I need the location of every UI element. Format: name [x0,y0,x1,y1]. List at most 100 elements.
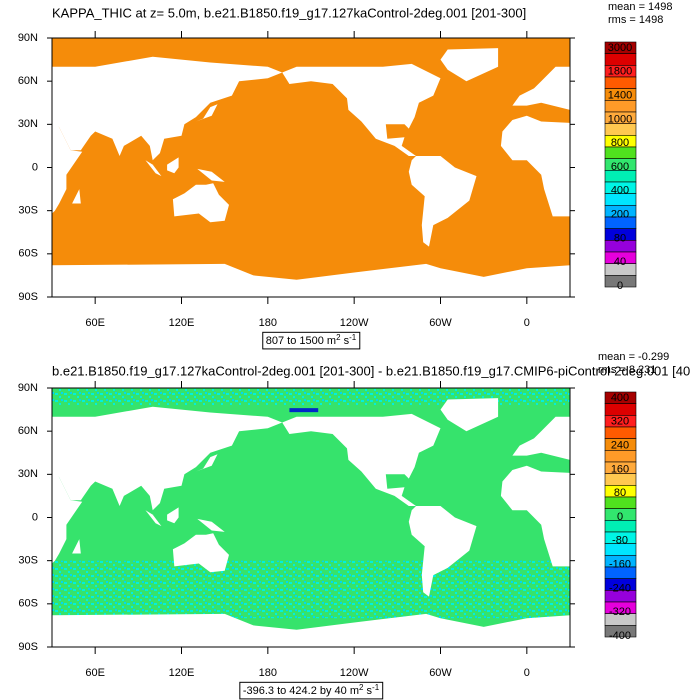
lon-label: 60E [85,317,105,329]
colorbar-box [604,450,637,463]
range-superscript: 2 [336,333,341,342]
lon-label: 120E [169,667,195,679]
colorbar-label: 160 [611,463,629,475]
colorbar-box [604,76,637,89]
lon-label: 180 [259,667,277,679]
land [440,48,499,82]
land [197,518,225,532]
mean: mean = 1498 [608,1,673,13]
colorbar-box [604,100,637,113]
colorbar-label: 0 [617,511,623,523]
range-label: -396.3 to 424.2 by 40 m2 s-1 [243,683,380,697]
colorbar-label: 600 [611,161,629,173]
colorbar-label: -240 [609,582,631,594]
panel-title: KAPPA_THIC at z= 5.0m, b.e21.B1850.f19_g… [52,5,526,20]
colorbar-label: 800 [611,137,629,149]
colorbar-label: 1000 [608,113,632,125]
land [195,104,218,122]
map [52,388,570,647]
land [72,189,81,204]
lat-label: 60N [18,75,38,87]
land [195,454,218,472]
colorbar-box [604,625,637,638]
colorbar-label: 1800 [608,66,632,78]
colorbar-box [604,403,637,416]
lat-label: 90S [18,291,38,303]
colorbar-label: -160 [609,559,631,571]
range-text: 807 to 1500 m [266,335,336,347]
land [500,115,570,217]
land [52,613,570,647]
land [52,406,283,511]
lat-label: 30S [18,555,38,567]
land [145,160,162,177]
rms: rms = 8.231 [598,364,656,376]
lon-label: 60W [429,667,452,679]
lat-label: 60S [18,248,38,260]
colorbar-label: 1400 [608,90,632,102]
land [197,168,225,182]
lat-label: 60S [18,598,38,610]
ocean-speckle [52,388,570,406]
land [52,263,570,297]
lat-label: 60N [18,425,38,437]
lat-label: 90S [18,641,38,653]
land [500,465,570,567]
lat-label: 90N [18,32,38,44]
lon-label: 120E [169,317,195,329]
colorbar-box [604,426,637,439]
lon-label: 120W [340,667,369,679]
lon-label: 0 [524,317,530,329]
colorbar-label: -80 [612,535,628,547]
land [512,416,570,460]
colorbar-label: 0 [617,280,623,292]
land [52,56,283,161]
lat-label: 0 [32,511,38,523]
colorbar-label: 240 [611,440,629,452]
land [72,539,81,554]
mean: mean = -0.299 [598,351,669,363]
colorbar-label: 80 [614,232,626,244]
lat-label: 30N [18,118,38,130]
colorbar-label: 400 [611,185,629,197]
range-text: s [341,335,350,347]
panel-title: b.e21.B1850.f19_g17.127kaControl-2deg.00… [52,363,690,378]
lon-label: 0 [524,667,530,679]
lat-label: 0 [32,161,38,173]
land [408,156,477,247]
land [52,122,83,214]
ocean-anomaly [289,408,319,413]
colorbar-label: 40 [614,256,626,268]
land [408,506,477,597]
lon-label: 180 [259,317,277,329]
rms: rms = 1498 [608,14,663,26]
range-text: s [363,685,372,697]
lon-label: 60W [429,317,452,329]
lat-label: 30S [18,205,38,217]
lat-label: 90N [18,382,38,394]
colorbar-box [604,53,637,66]
land [512,66,570,110]
range-superscript: 2 [359,683,364,692]
colorbar-label: -320 [609,606,631,618]
colorbar-label: -400 [609,630,631,642]
lon-label: 120W [340,317,369,329]
colorbar-box [604,473,637,486]
land [172,183,229,223]
land [172,533,229,573]
lon-label: 60E [85,667,105,679]
land [167,507,179,524]
range-box [262,331,361,350]
colorbar-box [604,123,637,136]
colorbar-label: 3000 [608,42,632,54]
colorbar-label: 320 [611,416,629,428]
land [145,510,162,527]
range-box [239,681,384,700]
colorbar-label: 80 [614,487,626,499]
colorbar-label: 200 [611,209,629,221]
land [282,63,441,156]
range-superscript: -1 [349,333,357,342]
ocean-speckle [52,560,570,619]
land [167,157,179,174]
